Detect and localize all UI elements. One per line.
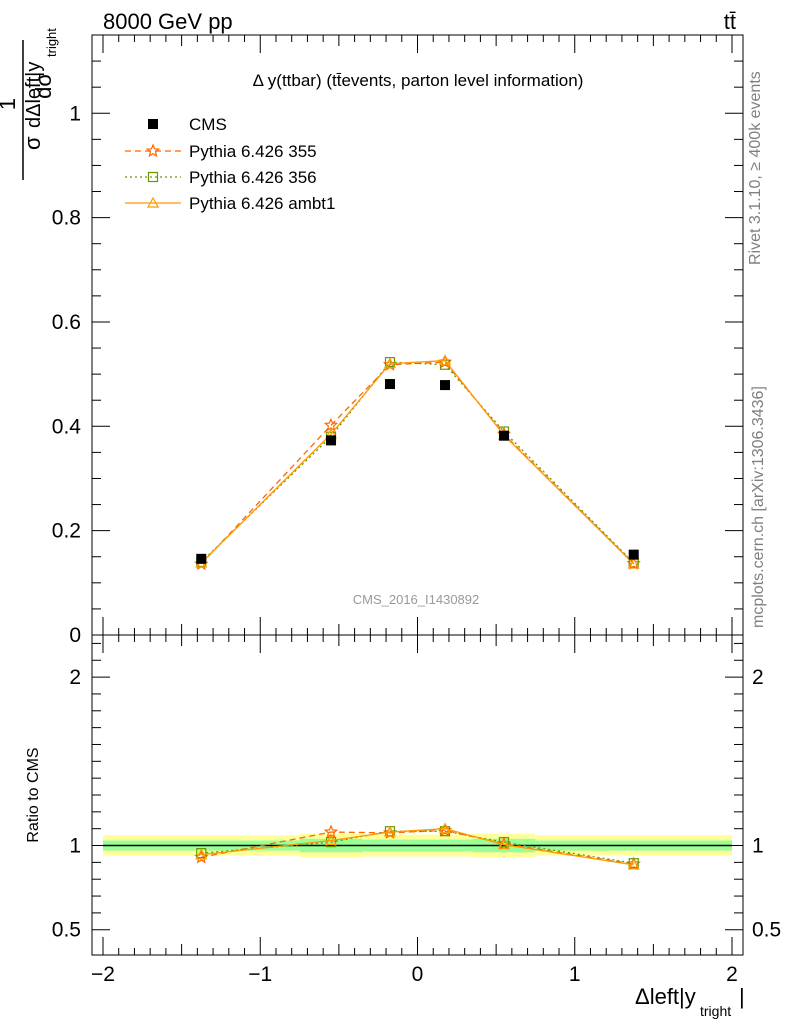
ratio-point bbox=[498, 837, 510, 848]
y-tick-label: 0 bbox=[69, 624, 81, 647]
y-tick-label-right: 0.5 bbox=[752, 919, 781, 942]
xlabel-end: | bbox=[739, 984, 745, 1009]
main-ylabel-num: 1 bbox=[0, 98, 20, 110]
legend-p356: Pythia 6.426 356 bbox=[189, 168, 317, 187]
y-tick-label: 0.2 bbox=[52, 520, 81, 543]
y-tick-label: 0.4 bbox=[52, 415, 82, 438]
ratio-point bbox=[325, 837, 337, 848]
energy-label: 8000 GeV pp bbox=[103, 9, 233, 34]
legend-cms: CMS bbox=[189, 115, 227, 134]
main-ylabel-sigma: σ bbox=[20, 136, 45, 150]
ratio-point bbox=[438, 822, 452, 834]
y-tick-label: 2 bbox=[69, 666, 81, 689]
series-line-0 bbox=[200, 361, 635, 565]
ratio-panel: −2 −1 0 1 2 0.5 0.5 1 1 2 2 bbox=[52, 634, 781, 986]
x-axis-label: Δleft|y tright | bbox=[635, 984, 745, 1019]
cms-data-point bbox=[384, 379, 395, 390]
y-tick-label: 0.8 bbox=[52, 207, 81, 230]
ratio-point bbox=[383, 825, 397, 837]
y-tick-label-right: 1 bbox=[752, 835, 764, 858]
analysis-id: CMS_2016_I1430892 bbox=[353, 592, 480, 607]
y-tick-label: 1 bbox=[69, 835, 81, 858]
data-point bbox=[627, 557, 640, 569]
legend-marker bbox=[146, 196, 160, 208]
xlabel-sub: tright bbox=[700, 1003, 731, 1019]
cms-data-point bbox=[196, 553, 207, 564]
y-tick-label: 0.6 bbox=[52, 311, 81, 334]
main-ylabel-den: dΔleft|y bbox=[23, 62, 45, 128]
y-tick-label: 0.5 bbox=[52, 919, 81, 942]
rivet-label: Rivet 3.1.10, ≥ 400k events bbox=[747, 71, 764, 265]
source-label: mcplots.cern.ch [arXiv:1306.3436] bbox=[750, 386, 767, 628]
ratio-frame bbox=[91, 634, 744, 956]
series-line-2 bbox=[200, 359, 635, 565]
main-ylabel: 1 σ dσ dΔleft|y tright bbox=[0, 28, 59, 180]
main-ylabel-sub: tright bbox=[44, 28, 59, 57]
series-line-1 bbox=[200, 361, 635, 564]
x-tick-label: −1 bbox=[248, 963, 272, 986]
legend-marker bbox=[148, 119, 158, 129]
legend-ambt1: Pythia 6.426 ambt1 bbox=[189, 194, 335, 213]
y-tick-label-right: 2 bbox=[752, 666, 764, 689]
legend-marker bbox=[147, 171, 159, 183]
x-tick-label: 0 bbox=[412, 963, 424, 986]
legend-marker bbox=[145, 143, 161, 158]
legend-p355: Pythia 6.426 355 bbox=[189, 142, 317, 161]
cms-data-point bbox=[498, 430, 509, 441]
y-tick-label: 1 bbox=[69, 102, 81, 125]
cms-data-point bbox=[326, 435, 337, 446]
ratio-point bbox=[324, 834, 338, 846]
ratio-line-2 bbox=[201, 828, 634, 866]
ratio-line-0 bbox=[201, 829, 634, 865]
main-ylabel-dsigma: dσ bbox=[31, 73, 56, 99]
plot-title: Δ y(ttbar) (tt̄events, parton level info… bbox=[253, 71, 584, 90]
x-tick-label: 1 bbox=[569, 963, 581, 986]
ratio-point bbox=[497, 838, 511, 850]
cms-data-point bbox=[628, 549, 639, 560]
cms-data-point bbox=[440, 380, 451, 391]
data-point bbox=[383, 357, 397, 369]
ratio-point bbox=[627, 858, 640, 870]
x-tick-label: −2 bbox=[91, 963, 115, 986]
ratio-point bbox=[195, 848, 208, 860]
xlabel-main: Δleft|y bbox=[635, 984, 696, 1009]
process-label: tt̄ bbox=[724, 9, 736, 34]
legend: CMS Pythia 6.426 355 Pythia 6.426 356 Pythi… bbox=[125, 115, 335, 213]
x-tick-label: 2 bbox=[726, 963, 738, 986]
data-point bbox=[438, 354, 452, 366]
ratio-ylabel: Ratio to CMS bbox=[25, 747, 42, 842]
